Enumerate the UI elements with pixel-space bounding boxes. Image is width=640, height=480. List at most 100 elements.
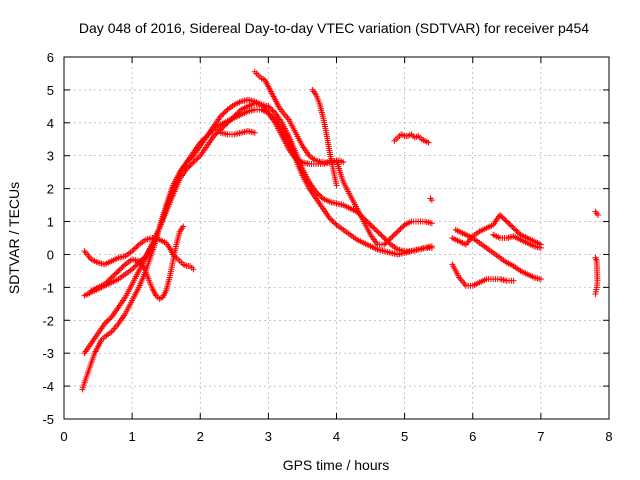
data-point: [370, 224, 377, 231]
data-point: [375, 229, 382, 236]
data-point: [134, 242, 141, 249]
data-point: [595, 211, 602, 218]
data-point: [393, 229, 400, 236]
data-point: [190, 159, 197, 166]
series-s16: [592, 254, 601, 297]
y-tick-label: 0: [47, 247, 54, 262]
series-s15: [592, 208, 602, 218]
data-point: [397, 225, 404, 232]
data-point: [398, 224, 405, 231]
data-point: [183, 159, 190, 166]
y-tick-label: -3: [42, 346, 54, 361]
data-point: [130, 246, 137, 253]
data-point: [186, 156, 193, 163]
data-point: [223, 121, 230, 128]
data-point: [329, 217, 336, 224]
data-point: [101, 281, 108, 288]
data-point: [219, 111, 226, 118]
y-tick-label: -1: [42, 280, 54, 295]
data-point: [268, 105, 275, 112]
x-tick-label: 2: [197, 429, 204, 444]
data-point: [379, 233, 386, 240]
x-tick-label: 7: [537, 429, 544, 444]
data-point: [217, 113, 224, 120]
data-point: [140, 255, 147, 262]
data-point: [119, 263, 126, 270]
data-point: [394, 228, 401, 235]
data-point: [314, 190, 321, 197]
data-point: [111, 271, 118, 278]
data-point: [184, 157, 191, 164]
data-point: [382, 240, 389, 247]
series-s12: [452, 226, 544, 283]
x-tick-label: 5: [401, 429, 408, 444]
data-point: [235, 109, 242, 116]
data-point: [116, 266, 123, 273]
data-point: [390, 232, 397, 239]
data-point: [317, 192, 324, 199]
data-point: [214, 129, 221, 136]
data-point: [389, 233, 396, 240]
data-point: [190, 266, 197, 273]
data-point: [340, 159, 347, 166]
series-s3: [81, 96, 435, 299]
data-point: [428, 197, 435, 204]
data-point: [388, 235, 394, 241]
data-point: [507, 222, 514, 229]
series-s10: [427, 195, 435, 204]
data-point: [133, 262, 140, 269]
data-point: [332, 220, 339, 227]
data-point: [502, 217, 509, 224]
data-point: [227, 117, 234, 124]
data-point: [236, 107, 243, 114]
data-point: [269, 107, 276, 114]
data-point: [333, 182, 340, 189]
data-point: [368, 223, 375, 230]
series-s2: [81, 100, 435, 357]
data-point: [385, 237, 392, 244]
data-point: [108, 274, 115, 281]
y-tick-label: -4: [42, 379, 54, 394]
y-tick-label: 4: [47, 116, 54, 131]
data-point: [131, 263, 138, 270]
data-point: [221, 109, 228, 116]
data-point: [383, 238, 390, 245]
data-point: [371, 225, 378, 232]
data-point: [265, 103, 272, 110]
data-point: [373, 227, 380, 234]
data-point: [103, 279, 110, 286]
data-point: [501, 215, 508, 222]
data-point: [104, 278, 111, 285]
x-tick-label: 0: [60, 429, 67, 444]
x-tick-label: 1: [129, 429, 136, 444]
data-point: [228, 115, 235, 122]
series-s9: [391, 131, 432, 146]
data-point: [392, 231, 399, 238]
data-point: [103, 319, 110, 326]
chart-title: Day 048 of 2016, Sidereal Day-to-day VTE…: [79, 20, 589, 36]
data-point: [326, 215, 333, 222]
data-point: [374, 228, 381, 235]
data-point: [251, 129, 258, 136]
data-point: [425, 139, 432, 146]
x-axis-label: GPS time / hours: [283, 457, 390, 473]
data-point: [189, 160, 196, 167]
y-tick-label: 3: [47, 149, 54, 164]
data-point: [498, 213, 505, 220]
data-point: [225, 118, 232, 125]
y-axis: -5 -4 -3 -2 -1 0 1 2 3 4 5 6: [42, 50, 609, 427]
y-axis-label: SDTVAR / TECUs: [6, 182, 22, 294]
data-point: [428, 220, 435, 227]
data-point: [114, 269, 121, 276]
x-tick-label: 6: [469, 429, 476, 444]
data-point: [105, 277, 112, 284]
x-tick-label: 3: [265, 429, 272, 444]
data-point: [396, 227, 403, 234]
data-point: [212, 131, 219, 138]
y-tick-label: 5: [47, 83, 54, 98]
series-s7: [251, 68, 347, 166]
data-point: [186, 163, 193, 170]
data-point: [187, 161, 194, 168]
data-point: [513, 227, 520, 234]
